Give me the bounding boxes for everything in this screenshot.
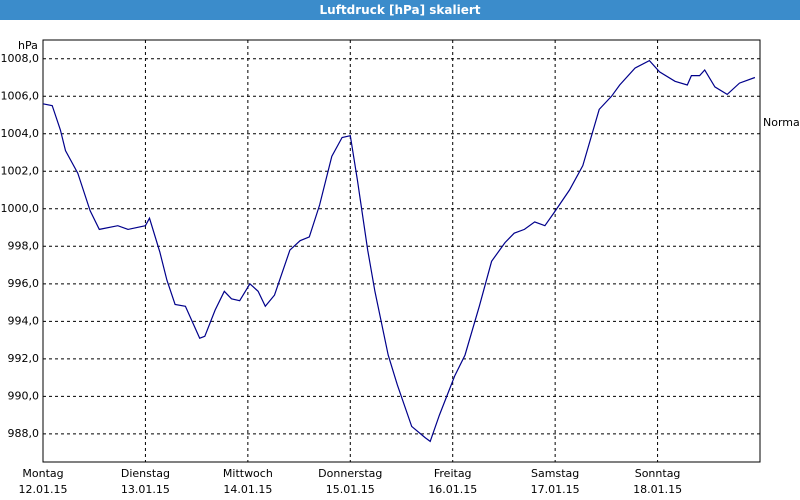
x-tick-label: Dienstag xyxy=(121,467,170,480)
y-tick-label: 996,0 xyxy=(8,277,40,290)
y-tick-label: 1006,0 xyxy=(1,89,40,102)
y-tick-label: 994,0 xyxy=(8,314,40,327)
y-tick-label: 992,0 xyxy=(8,352,40,365)
x-tick-label: Montag xyxy=(22,467,63,480)
plot-frame xyxy=(42,39,761,463)
x-tick-label: Freitag xyxy=(434,467,472,480)
y-tick-label: 990,0 xyxy=(8,389,40,402)
y-axis-label: hPa xyxy=(18,39,38,52)
x-tick-date: 18.01.15 xyxy=(633,483,682,496)
y-tick-label: 1004,0 xyxy=(1,127,40,140)
y-tick-label: 988,0 xyxy=(8,427,40,440)
x-tick-label: Mittwoch xyxy=(223,467,273,480)
y-tick-label: 998,0 xyxy=(8,239,40,252)
chart: hPa Normal 988,0 990,0 992,0 994,0 996,0 998,… xyxy=(1,39,800,496)
x-tick-date: 13.01.15 xyxy=(121,483,170,496)
x-tick-date: 12.01.15 xyxy=(19,483,68,496)
x-tick-label: Donnerstag xyxy=(318,467,382,480)
x-tick-date: 16.01.15 xyxy=(428,483,477,496)
y-tick-label: 1000,0 xyxy=(1,202,40,215)
y-tick-label: 1008,0 xyxy=(1,52,40,65)
x-tick-date: 14.01.15 xyxy=(223,483,272,496)
x-tick-label: Sonntag xyxy=(635,467,681,480)
annotation: Normal xyxy=(763,116,800,129)
y-tick-label: 1002,0 xyxy=(1,164,40,177)
x-tick-date: 17.01.15 xyxy=(531,483,580,496)
line xyxy=(42,59,756,443)
chart-title: Luftdruck [hPa] skaliert xyxy=(0,0,800,20)
x-tick-label: Samstag xyxy=(531,467,579,480)
x-tick-date: 15.01.15 xyxy=(326,483,375,496)
